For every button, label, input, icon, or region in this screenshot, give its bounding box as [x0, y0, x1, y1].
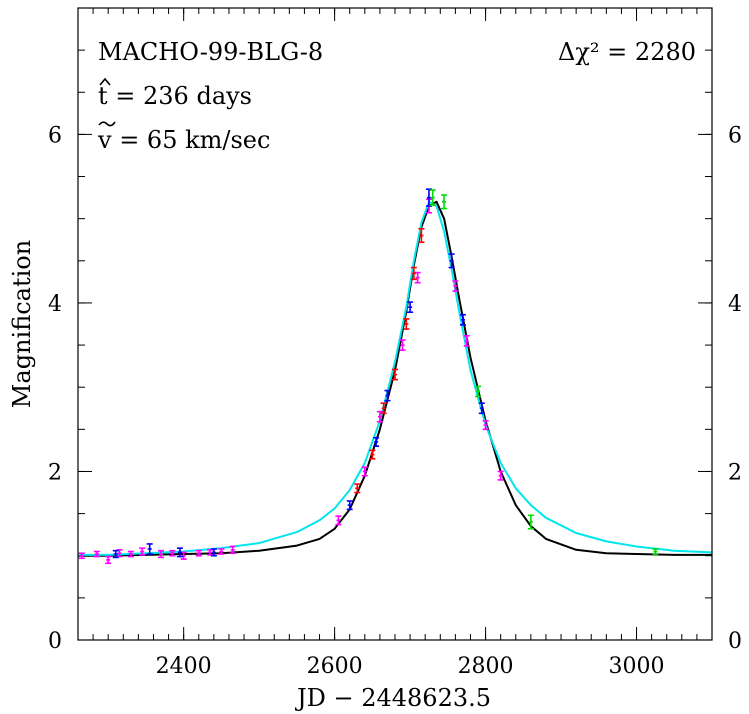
x-tick-label: 2400: [156, 654, 212, 679]
data-point: [380, 402, 387, 415]
y-tick-label: 6: [48, 123, 62, 148]
data-point: [112, 549, 119, 559]
data-point: [384, 389, 391, 402]
data-point: [407, 301, 414, 314]
x-tick-label: 2800: [458, 654, 514, 679]
data-point: [105, 555, 112, 565]
data-point: [369, 449, 376, 460]
y-tick-label: 4: [48, 292, 62, 317]
data-point: [463, 334, 470, 347]
data-point: [410, 266, 417, 281]
data-point: [459, 313, 466, 326]
data-point: [127, 550, 134, 558]
data-point: [116, 549, 123, 558]
y-tick-label-right: 4: [728, 292, 742, 317]
x-axis-label: JD − 2448623.5: [294, 684, 491, 712]
data-point: [441, 194, 448, 210]
data-point: [354, 483, 361, 494]
data-point: [346, 500, 353, 511]
y-tick-label-right: 2: [728, 460, 742, 485]
data-point: [169, 549, 176, 557]
data-point: [207, 549, 214, 556]
data-point: [392, 368, 398, 381]
standard-model-curve: [78, 200, 713, 556]
data-point: [414, 271, 421, 284]
data-point: [361, 466, 368, 477]
data-point: [452, 280, 459, 292]
data-point: [448, 253, 455, 269]
data-point: [195, 549, 202, 557]
data-point: [478, 402, 485, 415]
x-tick-label: 2600: [307, 654, 363, 679]
data-point: [418, 227, 425, 244]
data-point: [497, 470, 504, 481]
y-tick-label: 0: [48, 629, 62, 654]
data-point: [652, 548, 659, 555]
data-point: [229, 545, 236, 555]
y-tick-label-right: 6: [728, 123, 742, 148]
y-axis-label: Magnification: [8, 240, 36, 408]
data-points: [78, 188, 659, 565]
y-tick-label-right: 0: [728, 629, 742, 654]
tilde-accent: [98, 121, 116, 127]
data-point: [78, 552, 85, 560]
y-tick-label: 2: [48, 460, 62, 485]
v-tilde-annotation: v = 65 km/sec: [97, 126, 270, 154]
axis-ticks: [77, 7, 713, 641]
t-hat-annotation: t = 236 days: [98, 82, 252, 110]
data-point: [218, 548, 225, 555]
parallax-model-curve: [78, 200, 712, 557]
data-point: [210, 548, 217, 557]
data-point: [373, 436, 380, 447]
data-point: [139, 547, 146, 556]
data-point: [429, 189, 436, 206]
data-point: [335, 515, 342, 526]
data-point: [527, 514, 534, 530]
data-point: [403, 318, 410, 330]
chart-title: MACHO-99-BLG-8: [98, 38, 323, 66]
data-point: [93, 550, 100, 558]
model-curves: [78, 200, 713, 557]
data-point: [176, 547, 183, 558]
data-point: [146, 543, 153, 555]
x-tick-label: 3000: [609, 654, 665, 679]
hat-accent: [99, 77, 111, 86]
data-point: [482, 420, 489, 431]
plot-frame: [77, 7, 713, 641]
data-point: [376, 410, 383, 423]
data-point: [475, 385, 482, 398]
data-point: [399, 339, 406, 351]
tick-labels: 2400 2600 2800 3000 0 0 2 2 4 4 6 6: [48, 123, 742, 679]
data-point: [425, 188, 432, 207]
data-point: [158, 549, 165, 559]
delta-chi2-annotation: Δχ² = 2280: [558, 38, 696, 66]
